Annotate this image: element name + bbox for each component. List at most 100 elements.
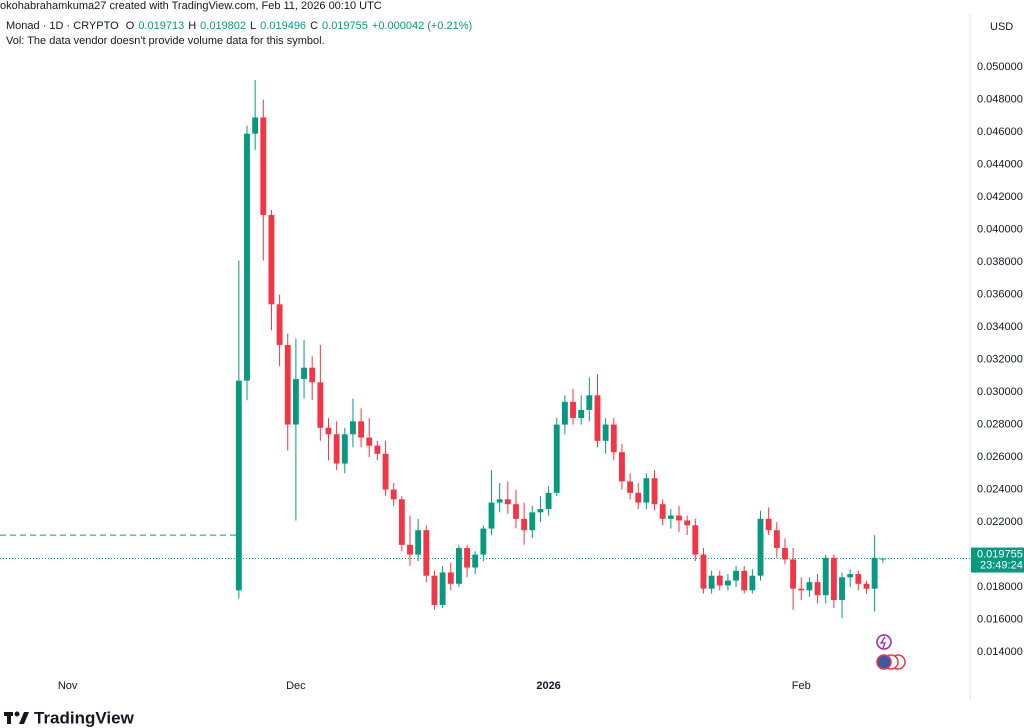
- y-tick-label: 0.042000: [977, 191, 1023, 203]
- candle-body: [382, 453, 389, 490]
- ohlc-label: L: [250, 20, 257, 32]
- candle-body: [309, 367, 316, 383]
- change: +0.000042 (+0.21%): [371, 20, 473, 32]
- candle-body: [782, 548, 788, 560]
- candle-body: [439, 572, 446, 605]
- candle-body: [643, 478, 650, 503]
- candle-body: [790, 559, 797, 589]
- candle-body: [407, 544, 413, 555]
- candle-body: [521, 518, 528, 531]
- candle-body: [341, 434, 348, 464]
- y-tick-label: 0.046000: [977, 126, 1023, 138]
- candle-body: [431, 575, 438, 605]
- symbol: Monad · 1D · CRYPTO: [6, 20, 119, 32]
- y-tick-label: 0.040000: [977, 223, 1023, 235]
- candle-body: [423, 530, 430, 576]
- candle-body: [586, 395, 593, 410]
- candle-body: [472, 554, 479, 568]
- tv-logo: TradingView: [34, 708, 135, 727]
- candle-body: [700, 554, 707, 589]
- candle-body: [724, 580, 731, 586]
- tv-logo-icon: [4, 711, 29, 724]
- ohlc-label: H: [188, 20, 197, 32]
- candle-body: [464, 548, 471, 568]
- candle-body: [684, 520, 691, 526]
- y-tick-label: 0.022000: [977, 516, 1023, 528]
- candle-body: [488, 502, 495, 529]
- candle-body: [863, 583, 870, 589]
- y-tick-label: 0.030000: [977, 386, 1023, 398]
- candle-body: [708, 575, 715, 589]
- candle-body: [244, 133, 250, 381]
- symbol-line: Monad · 1D · CRYPTO O 0.019713 H 0.019802 L 0…: [6, 20, 476, 32]
- price-tag-countdown: 23:49:24: [980, 559, 1023, 571]
- candle-body: [635, 492, 642, 503]
- candle-body: [676, 515, 682, 521]
- candle-body: [374, 445, 381, 454]
- candle-body: [822, 557, 829, 596]
- candle-body: [292, 379, 299, 425]
- candle-body: [325, 427, 332, 435]
- candle-body: [366, 437, 373, 446]
- currency: USD: [990, 21, 1013, 33]
- candle-body: [602, 424, 609, 441]
- candle-body: [757, 518, 764, 576]
- event-icons: [876, 634, 906, 670]
- candle-body: [847, 574, 854, 578]
- credit: okohabrahamkuma27 created with TradingVi…: [0, 0, 382, 12]
- candle-body: [749, 575, 756, 591]
- candle-body: [561, 401, 568, 425]
- candle-body: [260, 117, 267, 215]
- candle-body: [619, 452, 625, 482]
- candle-body: [268, 214, 275, 305]
- candle-body: [252, 117, 259, 134]
- candle-body: [513, 504, 519, 519]
- candle-body: [235, 380, 242, 591]
- y-tick-label: 0.024000: [977, 483, 1023, 495]
- ohlc-value: 0.019802: [200, 20, 247, 32]
- candle-body: [594, 395, 601, 441]
- y-tick-label: 0.026000: [977, 451, 1023, 463]
- candle-body: [627, 481, 634, 493]
- candle-body: [350, 421, 356, 435]
- candle-body: [358, 421, 365, 438]
- candle-body: [692, 525, 699, 555]
- price-tag-value: 0.019755: [977, 548, 1023, 560]
- candle-body: [667, 515, 674, 519]
- candle-body: [570, 401, 576, 419]
- candle-body: [504, 499, 511, 505]
- y-tick-label: 0.032000: [977, 353, 1023, 365]
- ohlc-value: 0.019755: [322, 20, 368, 32]
- x-tick-label: Dec: [286, 680, 306, 692]
- candle-body: [716, 575, 723, 586]
- y-tick-label: 0.036000: [977, 288, 1023, 300]
- y-tick-label: 0.018000: [977, 581, 1023, 593]
- candle-body: [773, 530, 780, 549]
- candle-body: [276, 304, 283, 345]
- x-tick-label: Feb: [792, 680, 811, 692]
- candle-body: [879, 558, 886, 560]
- y-tick-label: 0.048000: [977, 93, 1023, 105]
- candle-body: [301, 367, 307, 380]
- ohlc-value: 0.019496: [260, 20, 307, 32]
- candle-body: [651, 478, 658, 505]
- candle-body: [806, 582, 813, 591]
- candle-body: [447, 572, 454, 584]
- y-tick-label: 0.034000: [977, 321, 1023, 333]
- ohlc-label: C: [310, 20, 319, 32]
- candle-body: [333, 434, 340, 464]
- candle-body: [480, 528, 487, 555]
- price-tag: [971, 547, 1024, 573]
- y-tick-label: 0.028000: [977, 418, 1023, 430]
- candle-body: [814, 582, 821, 596]
- y-tick-label: 0.016000: [977, 613, 1023, 625]
- y-tick-label: 0.038000: [977, 256, 1023, 268]
- candle-body: [284, 344, 291, 425]
- y-tick-label: 0.050000: [977, 61, 1023, 73]
- candle-body: [398, 499, 405, 545]
- candle-body: [529, 512, 536, 531]
- candle-body: [610, 424, 617, 453]
- candle-body: [830, 557, 837, 601]
- y-tick-label: 0.014000: [977, 646, 1023, 658]
